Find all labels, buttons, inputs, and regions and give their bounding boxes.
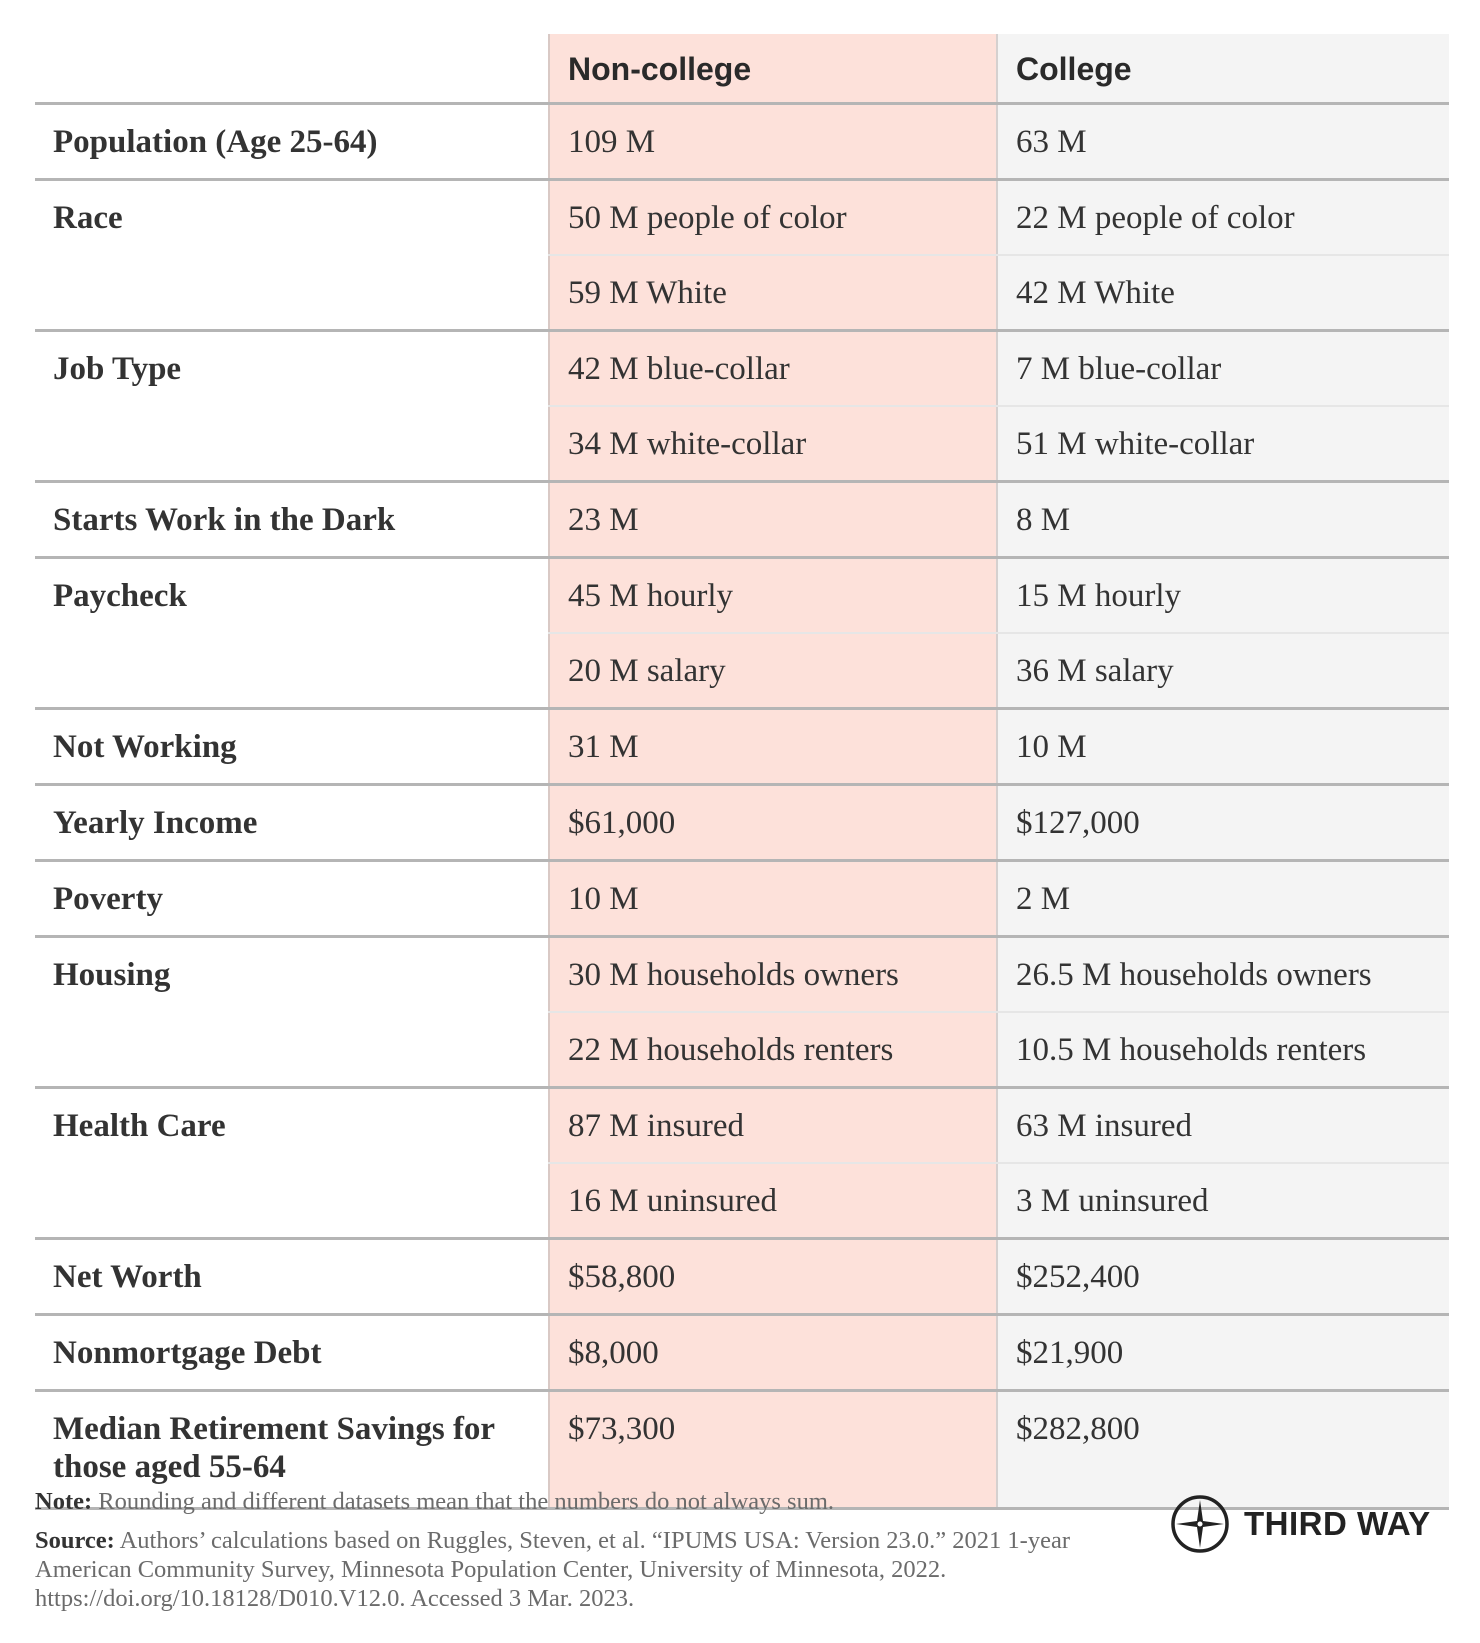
noncollege-cell: 42 M blue-collar (548, 332, 998, 405)
row-label: Race (53, 200, 123, 236)
header-college: College (998, 34, 1449, 102)
noncollege-cell: 50 M people of color (548, 181, 998, 254)
row-label: Not Working (53, 729, 237, 765)
table-row: Housing 30 M households owners 26.5 M hous… (35, 938, 1449, 1089)
noncollege-cell: 87 M insured (548, 1089, 998, 1162)
table-row: Race 50 M people of color 22 M people of c… (35, 181, 1449, 332)
header-noncollege: Non-college (548, 34, 998, 102)
sub-row: 59 M White 42 M White (548, 254, 1449, 329)
row-label: Yearly Income (53, 805, 258, 841)
sub-row: 30 M households owners 26.5 M households … (548, 938, 1449, 1011)
noncollege-cell: $73,300 (548, 1392, 998, 1507)
college-cell: 2 M (998, 862, 1449, 935)
noncollege-cell: 16 M uninsured (548, 1164, 998, 1237)
noncollege-cell: 34 M white-collar (548, 407, 998, 480)
sub-row: 16 M uninsured 3 M uninsured (548, 1162, 1449, 1237)
noncollege-cell: 20 M salary (548, 634, 998, 707)
row-label: Housing (53, 957, 171, 993)
note-label: Note: (35, 1488, 93, 1515)
sub-row: 45 M hourly 15 M hourly (548, 559, 1449, 632)
noncollege-cell: 109 M (548, 105, 998, 178)
college-cell: 26.5 M households owners (998, 938, 1449, 1011)
logo-text: THIRD WAY (1244, 1505, 1431, 1542)
noncollege-cell: 59 M White (548, 256, 998, 329)
college-cell: 51 M white-collar (998, 407, 1449, 480)
row-label: Paycheck (53, 578, 187, 614)
sub-row: $61,000 $127,000 (548, 786, 1449, 859)
sub-row: $8,000 $21,900 (548, 1316, 1449, 1389)
college-cell: 10.5 M households renters (998, 1013, 1449, 1086)
table-row: Not Working 31 M 10 M (35, 710, 1449, 786)
sub-row: 50 M people of color 22 M people of color (548, 181, 1449, 254)
row-label: Population (Age 25-64) (53, 124, 378, 160)
source-text: Authors’ calculations based on Ruggles, … (35, 1527, 1070, 1612)
noncollege-cell: 10 M (548, 862, 998, 935)
row-label: Nonmortgage Debt (53, 1335, 322, 1371)
noncollege-cell: 30 M households owners (548, 938, 998, 1011)
college-cell: 63 M (998, 105, 1449, 178)
table-row: Health Care 87 M insured 63 M insured 16 M … (35, 1089, 1449, 1240)
college-cell: 3 M uninsured (998, 1164, 1449, 1237)
sub-row: 20 M salary 36 M salary (548, 632, 1449, 707)
table-row: Yearly Income $61,000 $127,000 (35, 786, 1449, 862)
sub-row: 22 M households renters 10.5 M households… (548, 1011, 1449, 1086)
comparison-table: Non-college College Population (Age 25-6… (35, 34, 1449, 1510)
row-label: Poverty (53, 881, 163, 917)
noncollege-cell: 45 M hourly (548, 559, 998, 632)
noncollege-cell: 31 M (548, 710, 998, 783)
footer-notes: Note: Rounding and different datasets me… (35, 1487, 1115, 1623)
college-cell: $127,000 (998, 786, 1449, 859)
college-cell: 10 M (998, 710, 1449, 783)
college-cell: 36 M salary (998, 634, 1449, 707)
table-row: Job Type 42 M blue-collar 7 M blue-collar 3… (35, 332, 1449, 483)
table-row: Nonmortgage Debt $8,000 $21,900 (35, 1316, 1449, 1392)
college-cell: 8 M (998, 483, 1449, 556)
table-row: Population (Age 25-64) 109 M 63 M (35, 105, 1449, 181)
sub-row: $73,300 $282,800 (548, 1392, 1449, 1507)
third-way-logo: THIRD WAY (1170, 1494, 1431, 1554)
sub-row: 42 M blue-collar 7 M blue-collar (548, 332, 1449, 405)
college-cell: 22 M people of color (998, 181, 1449, 254)
college-cell: $21,900 (998, 1316, 1449, 1389)
header-row: Non-college College (35, 34, 1449, 105)
header-blank (35, 34, 548, 102)
row-label: Net Worth (53, 1259, 202, 1295)
table-row: Paycheck 45 M hourly 15 M hourly 20 M salar… (35, 559, 1449, 710)
note-text: Rounding and different datasets mean tha… (92, 1488, 835, 1515)
sub-row: $58,800 $252,400 (548, 1240, 1449, 1313)
college-cell: $252,400 (998, 1240, 1449, 1313)
sub-row: 31 M 10 M (548, 710, 1449, 783)
source: Source: Authors’ calculations based on R… (35, 1526, 1115, 1613)
noncollege-cell: 23 M (548, 483, 998, 556)
college-cell: 63 M insured (998, 1089, 1449, 1162)
sub-row: 87 M insured 63 M insured (548, 1089, 1449, 1162)
row-label: Median Retirement Savings for those aged… (53, 1411, 495, 1485)
college-cell: 42 M White (998, 256, 1449, 329)
noncollege-cell: $8,000 (548, 1316, 998, 1389)
noncollege-cell: 22 M households renters (548, 1013, 998, 1086)
table-row: Net Worth $58,800 $252,400 (35, 1240, 1449, 1316)
college-cell: 7 M blue-collar (998, 332, 1449, 405)
noncollege-cell: $61,000 (548, 786, 998, 859)
row-label: Starts Work in the Dark (53, 502, 396, 538)
row-label: Health Care (53, 1108, 226, 1144)
noncollege-cell: $58,800 (548, 1240, 998, 1313)
sub-row: 34 M white-collar 51 M white-collar (548, 405, 1449, 480)
note: Note: Rounding and different datasets me… (35, 1487, 1115, 1516)
college-cell: $282,800 (998, 1392, 1449, 1507)
source-label: Source: (35, 1527, 115, 1554)
row-label: Job Type (53, 351, 182, 387)
compass-icon (1171, 1495, 1229, 1553)
college-cell: 15 M hourly (998, 559, 1449, 632)
sub-row: 109 M 63 M (548, 105, 1449, 178)
table-row: Median Retirement Savings for those aged… (35, 1392, 1449, 1510)
